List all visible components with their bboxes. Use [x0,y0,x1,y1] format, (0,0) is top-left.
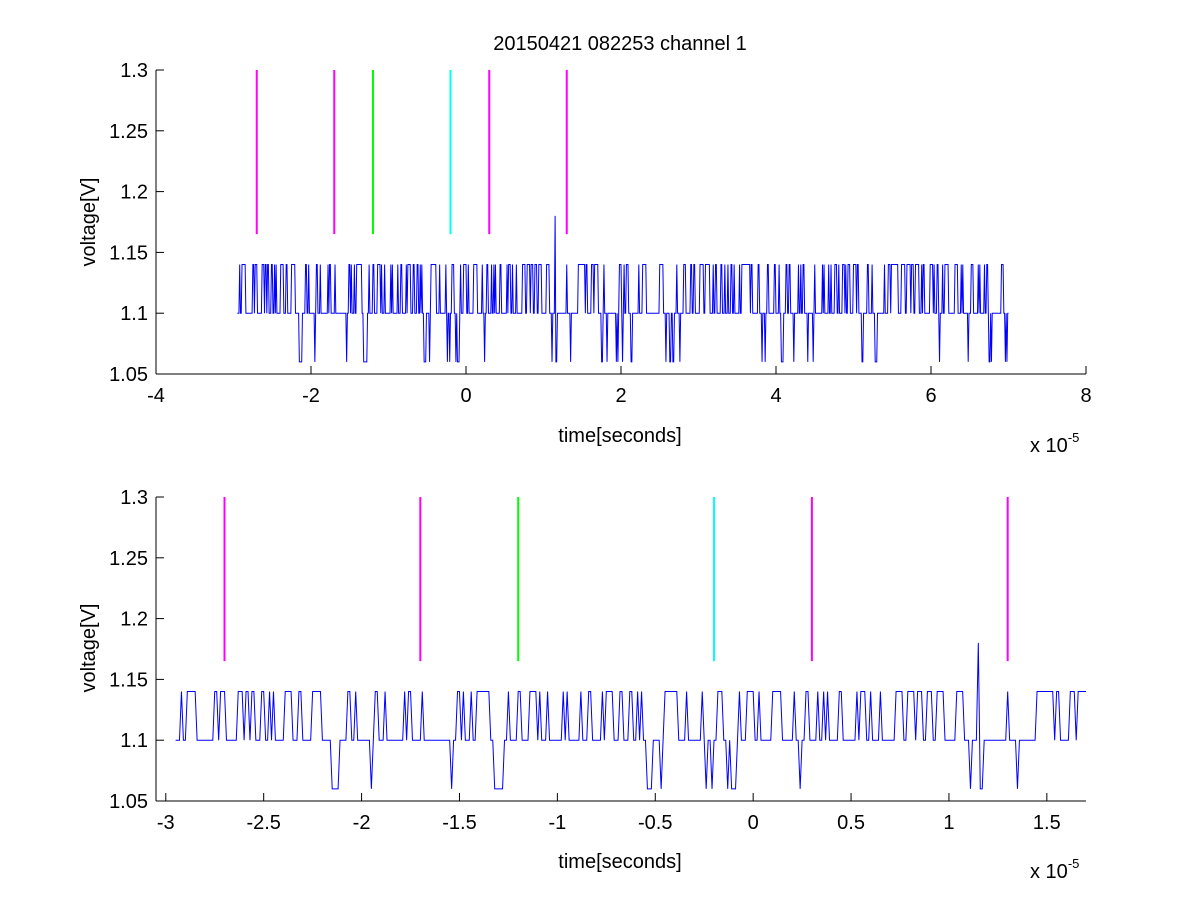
top-chart-title: 20150421 082253 channel 1 [493,33,747,55]
top-x-exponent-label: x 10-5 [1030,430,1079,457]
top-x-tick-label: 0 [460,385,471,407]
top-x-tick-label: 6 [925,385,936,407]
bottom-subplot: -3 -2.5 -2 -1.5 -1 -0.5 0 0.5 1 1.5 1.05 1.1 1.15 1.2… [78,487,1086,883]
bottom-x-axis-label: time[seconds] [558,851,681,873]
bottom-x-tick-label: -1 [548,812,566,834]
bottom-x-tick-label: 0 [748,812,759,834]
top-y-axis-label: voltage[V] [78,178,100,267]
bottom-x-tick-label: 1.5 [1033,812,1061,834]
bottom-x-tick-label: -1.5 [442,812,476,834]
bottom-y-tick-label: 1.3 [120,487,148,509]
bottom-x-tick-label: 1 [943,812,954,834]
top-voltage-trace [237,215,1009,363]
bottom-y-tick-label: 1.25 [109,548,148,570]
bottom-x-tick-label: -2 [353,812,371,834]
bottom-x-tick-label: -2.5 [246,812,280,834]
bottom-y-axis-label: voltage[V] [78,604,100,693]
bottom-y-tick-label: 1.1 [120,730,148,752]
top-x-tick-label: -2 [302,385,320,407]
top-x-exponent-base: x 10 [1030,435,1068,457]
bottom-y-tick-label: 1.15 [109,669,148,691]
bottom-x-tick-label: 0.5 [837,812,865,834]
top-x-tick-label: 2 [615,385,626,407]
bottom-x-exponent-base: x 10 [1030,861,1068,883]
bottom-voltage-trace [175,642,1086,790]
top-x-exponent-power: -5 [1068,430,1080,445]
bottom-x-tick-label: -3 [157,812,175,834]
bottom-y-tick-label: 1.05 [109,791,148,813]
top-y-tick-label: 1.2 [120,182,148,204]
bottom-x-tick-label: -0.5 [638,812,672,834]
top-y-tick-label: 1.05 [109,364,148,386]
top-subplot: 20150421 082253 channel 1 -4 -2 0 2 4 6 8 1.05 1… [78,33,1092,457]
top-x-tick-label: 8 [1080,385,1091,407]
top-y-tick-label: 1.1 [120,303,148,325]
top-x-axis-label: time[seconds] [558,425,681,447]
top-plot-area: -4 -2 0 2 4 6 8 1.05 1.1 1.15 1.2 1.25 1.3 [109,60,1092,407]
bottom-x-exponent-power: -5 [1068,856,1080,871]
top-x-tick-label: 4 [770,385,781,407]
bottom-x-exponent-label: x 10-5 [1030,856,1079,883]
top-y-tick-label: 1.3 [120,60,148,82]
top-y-tick-label: 1.25 [109,121,148,143]
top-y-tick-label: 1.15 [109,242,148,264]
bottom-plot-area: -3 -2.5 -2 -1.5 -1 -0.5 0 0.5 1 1.5 1.05 1.1 1.15 1.2… [109,487,1086,834]
top-x-tick-label: -4 [147,385,165,407]
bottom-y-tick-label: 1.2 [120,609,148,631]
